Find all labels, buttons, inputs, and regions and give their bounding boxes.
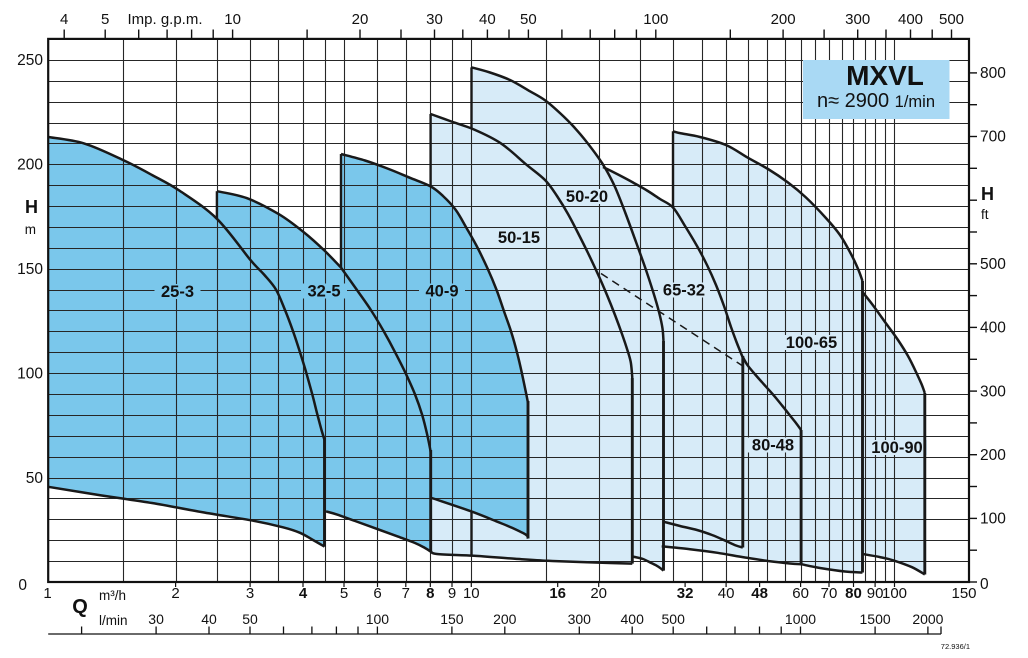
svg-text:72.936/1: 72.936/1 [941,642,970,651]
svg-text:70: 70 [821,585,838,602]
svg-text:H: H [25,197,38,217]
svg-text:2000: 2000 [912,611,943,627]
svg-text:150: 150 [951,585,976,602]
svg-text:100: 100 [980,511,1006,528]
svg-text:65-32: 65-32 [663,282,705,300]
svg-text:3: 3 [246,585,254,602]
svg-text:MXVL: MXVL [846,60,924,91]
svg-text:50: 50 [520,11,537,28]
svg-text:10: 10 [224,11,241,28]
svg-text:n≈ 2900 1/min: n≈ 2900 1/min [817,90,935,112]
svg-text:m: m [25,222,36,237]
svg-text:50: 50 [26,470,44,487]
svg-text:80-48: 80-48 [752,437,794,455]
svg-text:100: 100 [17,366,43,383]
svg-text:Imp. g.p.m.: Imp. g.p.m. [127,11,202,28]
svg-text:m³/h: m³/h [99,588,126,603]
svg-text:4: 4 [60,11,68,28]
svg-text:100: 100 [643,11,668,28]
svg-text:100-65: 100-65 [786,334,837,352]
svg-text:150: 150 [440,611,464,627]
svg-text:0: 0 [980,576,989,593]
svg-text:H: H [981,184,994,204]
svg-text:1: 1 [43,585,51,602]
svg-text:300: 300 [980,383,1006,400]
svg-text:200: 200 [493,611,517,627]
svg-text:100: 100 [882,585,907,602]
svg-text:400: 400 [621,611,645,627]
svg-text:100-90: 100-90 [871,439,922,457]
svg-text:200: 200 [17,157,43,174]
svg-text:6: 6 [373,585,381,602]
svg-text:100: 100 [366,611,390,627]
svg-text:0: 0 [18,577,27,594]
svg-text:ft: ft [981,207,989,222]
svg-text:Q: Q [72,596,88,618]
svg-text:7: 7 [402,585,410,602]
svg-text:48: 48 [751,585,768,602]
svg-text:32: 32 [677,585,694,602]
svg-text:400: 400 [980,320,1006,337]
svg-text:300: 300 [568,611,592,627]
svg-text:500: 500 [980,256,1006,273]
svg-text:20: 20 [352,11,369,28]
svg-text:50-20: 50-20 [566,188,608,206]
svg-text:250: 250 [17,52,43,69]
svg-text:60: 60 [792,585,809,602]
svg-text:80: 80 [845,585,862,602]
svg-text:1000: 1000 [785,611,816,627]
svg-text:200: 200 [980,447,1006,464]
svg-text:20: 20 [590,585,607,602]
svg-text:5: 5 [340,585,348,602]
svg-text:500: 500 [662,611,686,627]
svg-text:10: 10 [463,585,480,602]
svg-text:700: 700 [980,129,1006,146]
svg-text:90: 90 [867,585,884,602]
svg-text:25-3: 25-3 [161,283,194,301]
svg-text:40: 40 [718,585,735,602]
svg-text:800: 800 [980,65,1006,82]
svg-text:300: 300 [845,11,870,28]
svg-text:40-9: 40-9 [425,283,458,301]
svg-text:9: 9 [448,585,456,602]
svg-text:150: 150 [17,261,43,278]
svg-text:30: 30 [426,11,443,28]
svg-text:30: 30 [148,611,164,627]
svg-text:4: 4 [299,585,308,602]
svg-text:500: 500 [939,11,964,28]
svg-text:8: 8 [426,585,434,602]
svg-text:400: 400 [898,11,923,28]
svg-text:5: 5 [101,11,109,28]
svg-text:2: 2 [171,585,179,602]
svg-text:50-15: 50-15 [498,229,540,247]
svg-text:16: 16 [549,585,566,602]
svg-text:40: 40 [479,11,496,28]
svg-text:40: 40 [201,611,217,627]
svg-text:l/min: l/min [99,613,128,628]
svg-text:1500: 1500 [860,611,891,627]
svg-text:32-5: 32-5 [307,283,340,301]
svg-text:50: 50 [242,611,258,627]
svg-text:200: 200 [771,11,796,28]
